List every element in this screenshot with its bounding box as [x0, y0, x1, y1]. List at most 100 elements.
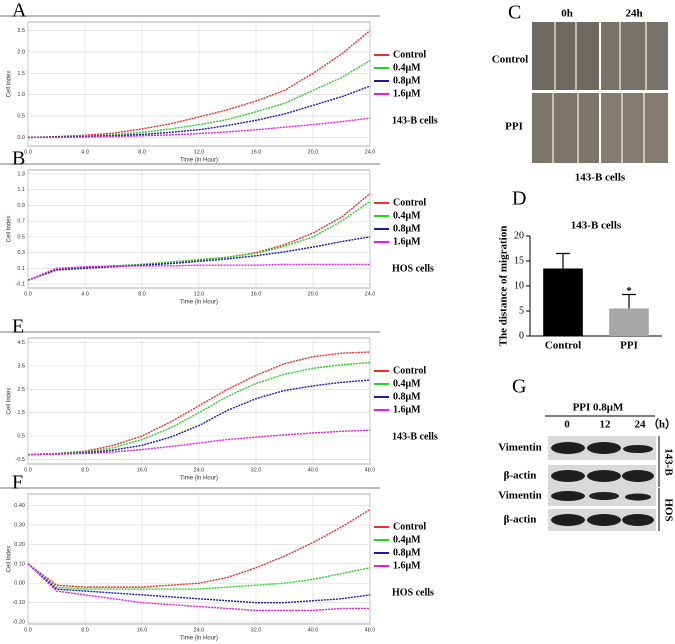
panel-label: G — [512, 376, 526, 398]
legend-label: 0.4μM — [393, 534, 421, 545]
micrograph — [601, 93, 668, 163]
legend-label: Control — [393, 197, 426, 208]
y-tick-label: 0.5 — [17, 433, 25, 439]
y-tick-label: 2.0 — [17, 49, 25, 55]
legend-label: 1.6μM — [393, 560, 421, 571]
error-bar — [622, 293, 636, 309]
y-tick-label: 15 — [514, 255, 524, 266]
x-tick-label: 8.0 — [138, 149, 146, 155]
x-tick-label: 0.0 — [24, 467, 32, 473]
y-tick-label: 0.9 — [17, 203, 25, 209]
y-tick-label: 1.3 — [17, 171, 25, 177]
legend-label: 0.4μM — [393, 210, 421, 221]
scratch-lines — [552, 22, 647, 163]
group-label: 143-B — [662, 448, 674, 476]
y-axis-label: The distance of migration — [498, 226, 510, 347]
blot-panel: G PPI 0.8μM 0 12 24 （h） Vimentin β-actin… — [498, 376, 675, 531]
x-tick-label: 4.0 — [81, 149, 89, 155]
legend-label: 0.8μM — [393, 223, 421, 234]
x-tick-label: 12.0 — [194, 291, 205, 297]
x-tick-label: 48.0 — [365, 627, 376, 633]
annotation: HOS cells — [392, 263, 434, 274]
panel-label: E — [12, 316, 24, 338]
row-label: Vimentin — [498, 490, 542, 502]
row-label: β-actin — [504, 514, 537, 526]
treatment: PPI 0.8μM — [573, 402, 624, 414]
micrograph — [532, 22, 599, 90]
x-tick-label: 20.0 — [308, 291, 319, 297]
y-tick-label: 0.40 — [14, 503, 25, 509]
series-line — [27, 429, 371, 456]
column-label: 24h — [625, 8, 642, 20]
unit: （h） — [648, 418, 675, 431]
x-tick-label: 40.0 — [308, 627, 319, 633]
y-tick-label: 2.5 — [17, 387, 25, 393]
y-tick-label: 5 — [519, 305, 524, 316]
legend-label: 0.4μM — [393, 378, 421, 389]
bands — [551, 442, 654, 526]
timepoint: 24 — [635, 419, 647, 431]
y-tick-label: 1.5 — [17, 410, 25, 416]
row-label: Vimentin — [498, 442, 542, 454]
scratch-panel: C 0h 24h Control PPI 143-B cells — [492, 2, 668, 184]
series-line — [27, 200, 371, 281]
x-tick-label: 20.0 — [308, 149, 319, 155]
series-line — [27, 508, 371, 588]
y-tick-label: 3.5 — [17, 363, 25, 369]
series-line — [27, 563, 371, 604]
x-tick-label: 32.0 — [251, 467, 262, 473]
panel-label: C — [508, 2, 521, 24]
x-axis-label: Time (in Hour) — [180, 636, 218, 642]
x-tick-label: 0.0 — [24, 627, 32, 633]
row-label: PPI — [505, 121, 523, 133]
chart-title: 143-B cells — [571, 220, 622, 232]
column-label: 0h — [561, 8, 573, 20]
y-tick-label: 1.1 — [17, 187, 25, 193]
bar — [609, 308, 649, 336]
row-label: Control — [492, 54, 528, 66]
y-tick-label: 0.20 — [14, 542, 25, 548]
series-line — [27, 236, 371, 281]
panel-label: D — [512, 188, 526, 210]
legend-label: Control — [393, 365, 426, 376]
y-axis-label: Cell Index — [7, 388, 13, 415]
panel-label: A — [12, 0, 27, 22]
legend-label: 0.8μM — [393, 391, 421, 402]
y-tick-label: 0 — [519, 330, 524, 341]
legend-label: 0.4μM — [393, 62, 421, 73]
legend-label: 1.6μM — [393, 236, 421, 247]
legend-label: 1.6μM — [393, 88, 421, 99]
x-axis-label: Time (in Hour) — [180, 476, 218, 482]
y-tick-label: 10 — [514, 280, 524, 291]
y-tick-label: 0.30 — [14, 522, 25, 528]
y-tick-label: 0.10 — [14, 561, 25, 567]
y-tick-label: -0.10 — [12, 600, 25, 606]
series-line — [27, 30, 371, 139]
timepoint: 0 — [564, 419, 570, 431]
x-tick-label: 24.0 — [365, 149, 376, 155]
y-tick-label: 0.5 — [17, 234, 25, 240]
x-tick-label: 48.0 — [365, 467, 376, 473]
x-tick-label: 8.0 — [138, 291, 146, 297]
legend-label: 1.6μM — [393, 404, 421, 415]
annotation: 143-B cells — [392, 431, 438, 442]
y-tick-label: -0.20 — [12, 620, 25, 626]
series-line — [27, 361, 371, 456]
x-tick-label: 24.0 — [365, 291, 376, 297]
y-tick-label: 0.1 — [17, 266, 25, 272]
y-tick-label: 0.00 — [14, 581, 25, 587]
y-tick-label: -0.1 — [16, 282, 25, 288]
y-tick-label: 1.0 — [17, 92, 25, 98]
y-axis-label: Cell Index — [7, 71, 13, 98]
bar — [543, 268, 583, 336]
y-tick-label: 0.5 — [17, 114, 25, 120]
x-tick-label: 8.0 — [81, 627, 89, 633]
x-tick-label: 32.0 — [251, 627, 262, 633]
legend-label: 0.8μM — [393, 547, 421, 558]
panel-label: F — [12, 472, 23, 494]
y-tick-label: 4.5 — [17, 340, 25, 346]
x-tick-label: 0.0 — [24, 291, 32, 297]
y-tick-label: -0.5 — [16, 457, 25, 463]
x-tick-label: 16.0 — [251, 149, 262, 155]
x-tick-label: 24.0 — [194, 467, 205, 473]
